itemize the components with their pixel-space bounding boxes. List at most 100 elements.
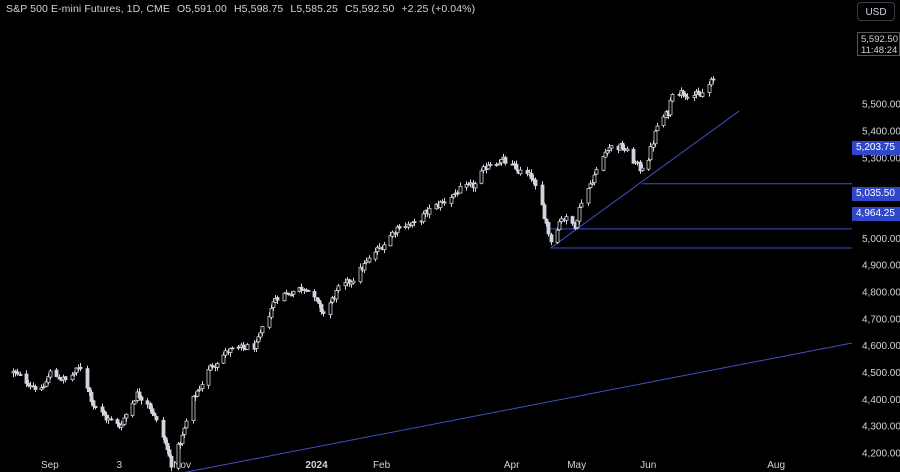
candle-body xyxy=(167,449,172,457)
candle-body xyxy=(230,347,235,350)
level-tag-1: 5,203.75 xyxy=(852,141,900,155)
candle-body xyxy=(200,384,205,389)
candle-body xyxy=(236,346,241,349)
candle-body xyxy=(533,179,538,187)
x-tick-label: 3 xyxy=(116,460,122,471)
candle-body xyxy=(306,290,311,292)
candle-body xyxy=(590,182,595,185)
candle-body xyxy=(28,385,33,388)
candle-body xyxy=(503,157,508,164)
candle-body xyxy=(119,424,124,428)
x-tick-label: Jun xyxy=(640,460,656,471)
candle-body xyxy=(78,366,83,370)
candle-body xyxy=(72,372,77,375)
candle-body xyxy=(685,96,690,99)
candle-body xyxy=(707,84,712,93)
candle-body xyxy=(24,373,29,384)
close-value: C5,592.50 xyxy=(345,3,395,15)
candle-body xyxy=(631,148,636,164)
currency-button[interactable]: USD xyxy=(857,2,895,21)
candle-body xyxy=(152,412,157,416)
y-tick-label: 4,200.00 xyxy=(862,449,900,460)
countdown-timer: 11:48:24 xyxy=(861,45,898,56)
y-tick-label: 4,500.00 xyxy=(862,368,900,379)
candle-body xyxy=(87,387,92,393)
candle-body xyxy=(241,344,246,349)
candle-body xyxy=(529,173,534,180)
candle-body xyxy=(403,225,408,228)
candle-body xyxy=(165,443,170,451)
candle-body xyxy=(559,218,564,222)
candle-body xyxy=(442,201,447,204)
candle-body xyxy=(102,410,107,416)
candle-body xyxy=(362,263,367,271)
candle-body xyxy=(150,408,155,414)
candle-body xyxy=(161,419,166,438)
trendline xyxy=(550,110,740,249)
candle-body xyxy=(317,300,322,305)
candle-body xyxy=(319,304,324,313)
candle-body xyxy=(653,130,658,145)
level-tag-3: 4,964.25 xyxy=(852,207,900,221)
candle-body xyxy=(555,229,560,243)
candle-body xyxy=(683,93,688,97)
candle-body xyxy=(655,125,660,132)
candle-body xyxy=(570,216,575,224)
candle-body xyxy=(85,368,90,389)
x-tick-label: 2024 xyxy=(305,460,328,471)
candle-body xyxy=(210,365,215,368)
x-tick-label: Sep xyxy=(41,460,59,471)
candle-body xyxy=(377,246,382,249)
candle-body xyxy=(494,164,499,166)
candle-body xyxy=(221,354,226,364)
symbol-title: S&P 500 E-mini Futures, 1D, CME xyxy=(6,3,170,15)
candle-body xyxy=(648,146,653,161)
candle-body xyxy=(286,292,291,295)
y-tick-label: 4,600.00 xyxy=(862,341,900,352)
candle-body xyxy=(549,234,554,243)
y-tick-label: 4,900.00 xyxy=(862,261,900,272)
candle-body xyxy=(169,455,174,468)
candle-body xyxy=(18,374,23,376)
candle-body xyxy=(91,400,96,407)
candle-body xyxy=(267,315,272,328)
candle-body xyxy=(479,170,484,184)
y-tick-label: 5,500.00 xyxy=(862,100,900,111)
y-tick-label: 5,000.00 xyxy=(862,234,900,245)
candle-body xyxy=(289,294,294,297)
candle-body xyxy=(620,142,625,150)
candle-body xyxy=(206,369,211,386)
candle-body xyxy=(438,201,443,209)
candle-body xyxy=(328,302,333,315)
candle-body xyxy=(364,260,369,264)
candle-body xyxy=(358,267,363,283)
candle-body xyxy=(33,386,38,390)
candle-body xyxy=(258,332,263,338)
candle-body xyxy=(57,376,62,380)
x-tick-label: Aug xyxy=(767,460,785,471)
candle-body xyxy=(145,400,150,405)
candle-body xyxy=(544,218,549,224)
candle-body xyxy=(15,371,20,375)
candle-body xyxy=(397,225,402,229)
candle-body xyxy=(115,419,120,424)
candle-body xyxy=(163,437,168,444)
candle-body xyxy=(48,370,53,378)
candle-body xyxy=(711,78,716,81)
candle-body xyxy=(651,143,656,148)
candle-body xyxy=(635,161,640,164)
candle-body xyxy=(130,402,135,416)
candle-body xyxy=(184,420,189,429)
candle-body xyxy=(260,326,265,334)
candle-body xyxy=(421,213,426,223)
candle-body xyxy=(312,291,317,298)
candle-body xyxy=(215,363,220,368)
candle-body xyxy=(195,390,200,397)
candle-body xyxy=(427,207,432,215)
candle-body xyxy=(609,145,614,149)
y-tick-label: 4,800.00 xyxy=(862,288,900,299)
candle-body xyxy=(228,348,233,353)
candle-body xyxy=(499,159,504,164)
candle-body xyxy=(540,184,545,206)
